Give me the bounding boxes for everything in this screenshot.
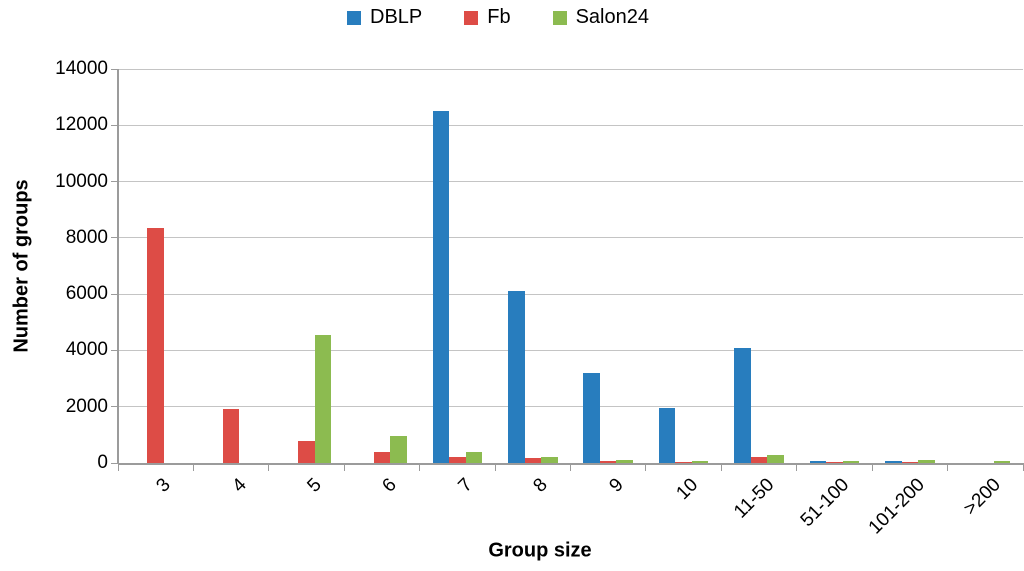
bar-dblp-51-100 — [809, 461, 827, 463]
gridline-2000 — [118, 406, 1023, 408]
bar-salon24-9 — [616, 459, 633, 463]
legend-swatch-fb — [464, 10, 479, 25]
bar-fb-6 — [373, 452, 391, 463]
bar-salon24-7 — [465, 452, 483, 463]
y-tick-label-14000: 14000 — [55, 58, 108, 79]
x-tick-label-4: 4 — [227, 474, 251, 497]
legend-item-dblp: DBLP — [347, 6, 422, 29]
x-tick-mark-10 — [871, 465, 873, 471]
x-tick-mark-9 — [796, 465, 798, 471]
x-tick-label-51-100: 51-100 — [796, 474, 854, 531]
x-tick-mark-11 — [947, 465, 949, 471]
gridline-8000 — [118, 237, 1023, 239]
x-axis-line — [118, 463, 1024, 465]
y-tick-label-10000: 10000 — [55, 170, 108, 192]
y-tick-mark-8000 — [111, 237, 118, 239]
x-tick-label-3: 3 — [152, 474, 175, 497]
y-tick-mark-10000 — [111, 181, 118, 183]
x-axis-title: Group size — [488, 539, 592, 562]
y-tick-label-0: 0 — [97, 452, 108, 473]
bar-salon24-200 — [993, 460, 1011, 463]
x-tick-mark-12 — [1022, 465, 1024, 471]
bar-dblp-8 — [508, 291, 525, 463]
x-tick-mark-8 — [720, 465, 722, 471]
gridline-10000 — [118, 181, 1023, 183]
y-tick-mark-12000 — [111, 124, 118, 126]
x-tick-mark-5 — [494, 465, 496, 471]
x-tick-mark-2 — [268, 465, 270, 471]
legend-item-salon24: Salon24 — [552, 6, 649, 29]
bar-salon24-6 — [390, 435, 407, 463]
y-tick-mark-14000 — [111, 68, 118, 70]
bar-salon24-8 — [541, 457, 558, 463]
legend-swatch-salon24 — [552, 10, 567, 25]
x-tick-mark-6 — [570, 465, 571, 471]
legend-item-fb: Fb — [464, 6, 511, 29]
y-tick-mark-2000 — [111, 406, 118, 408]
gridline-6000 — [118, 293, 1023, 295]
y-axis-title: Number of groups — [10, 179, 33, 353]
bar-fb-11-50 — [750, 456, 768, 463]
x-tick-label-11-50: 11-50 — [729, 474, 779, 523]
x-tick-label-10: 10 — [672, 474, 703, 505]
x-tick-label-5: 5 — [303, 474, 326, 497]
x-tick-mark-3 — [343, 465, 345, 471]
y-tick-mark-4000 — [111, 349, 118, 351]
y-axis-line — [117, 69, 119, 463]
bar-salon24-11-50 — [767, 454, 784, 463]
bar-fb-4 — [222, 408, 240, 463]
gridline-14000 — [118, 68, 1023, 70]
bar-salon24-10 — [691, 461, 709, 463]
bar-fb-3 — [147, 228, 164, 463]
gridline-4000 — [118, 349, 1023, 351]
x-tick-label-8: 8 — [529, 474, 552, 497]
legend-label-fb: Fb — [487, 6, 511, 28]
legend-swatch-dblp — [347, 10, 361, 25]
y-tick-label-4000: 4000 — [65, 339, 108, 361]
x-tick-label-7: 7 — [454, 474, 477, 497]
y-tick-label-8000: 8000 — [65, 226, 108, 248]
bar-dblp-9 — [583, 372, 600, 463]
bar-dblp-10 — [658, 408, 676, 463]
bar-dblp-7 — [432, 111, 450, 463]
x-tick-label-200: >200 — [959, 474, 1005, 520]
bar-dblp-11-50 — [734, 347, 751, 463]
bar-dblp-101-200 — [885, 461, 902, 463]
bar-salon24-101-200 — [918, 460, 935, 463]
bar-salon24-5 — [314, 334, 332, 463]
x-tick-mark-0 — [117, 465, 119, 471]
bar-fb-9 — [599, 461, 617, 463]
bar-fb-8 — [524, 458, 542, 463]
x-tick-label-6: 6 — [378, 474, 402, 497]
x-tick-mark-4 — [419, 465, 421, 471]
bar-fb-10 — [675, 461, 692, 463]
y-tick-label-12000: 12000 — [55, 114, 108, 136]
bar-fb-51-100 — [826, 461, 843, 463]
x-tick-mark-7 — [645, 465, 647, 471]
x-tick-mark-1 — [192, 465, 194, 471]
chart-legend: DBLP Fb Salon24 — [0, 6, 1010, 29]
y-tick-mark-6000 — [111, 293, 118, 295]
y-tick-label-2000: 2000 — [65, 395, 108, 417]
y-tick-label-6000: 6000 — [65, 283, 108, 305]
legend-label-salon24: Salon24 — [575, 6, 649, 28]
bar-salon24-51-100 — [842, 461, 860, 463]
bar-fb-101-200 — [901, 461, 919, 463]
bar-fb-7 — [449, 456, 466, 463]
gridline-12000 — [118, 124, 1023, 126]
legend-label-dblp: DBLP — [370, 6, 423, 28]
bar-fb-5 — [298, 441, 315, 463]
x-tick-label-9: 9 — [605, 474, 628, 497]
x-tick-label-101-200: 101-200 — [864, 474, 930, 539]
y-tick-mark-0 — [111, 462, 118, 464]
